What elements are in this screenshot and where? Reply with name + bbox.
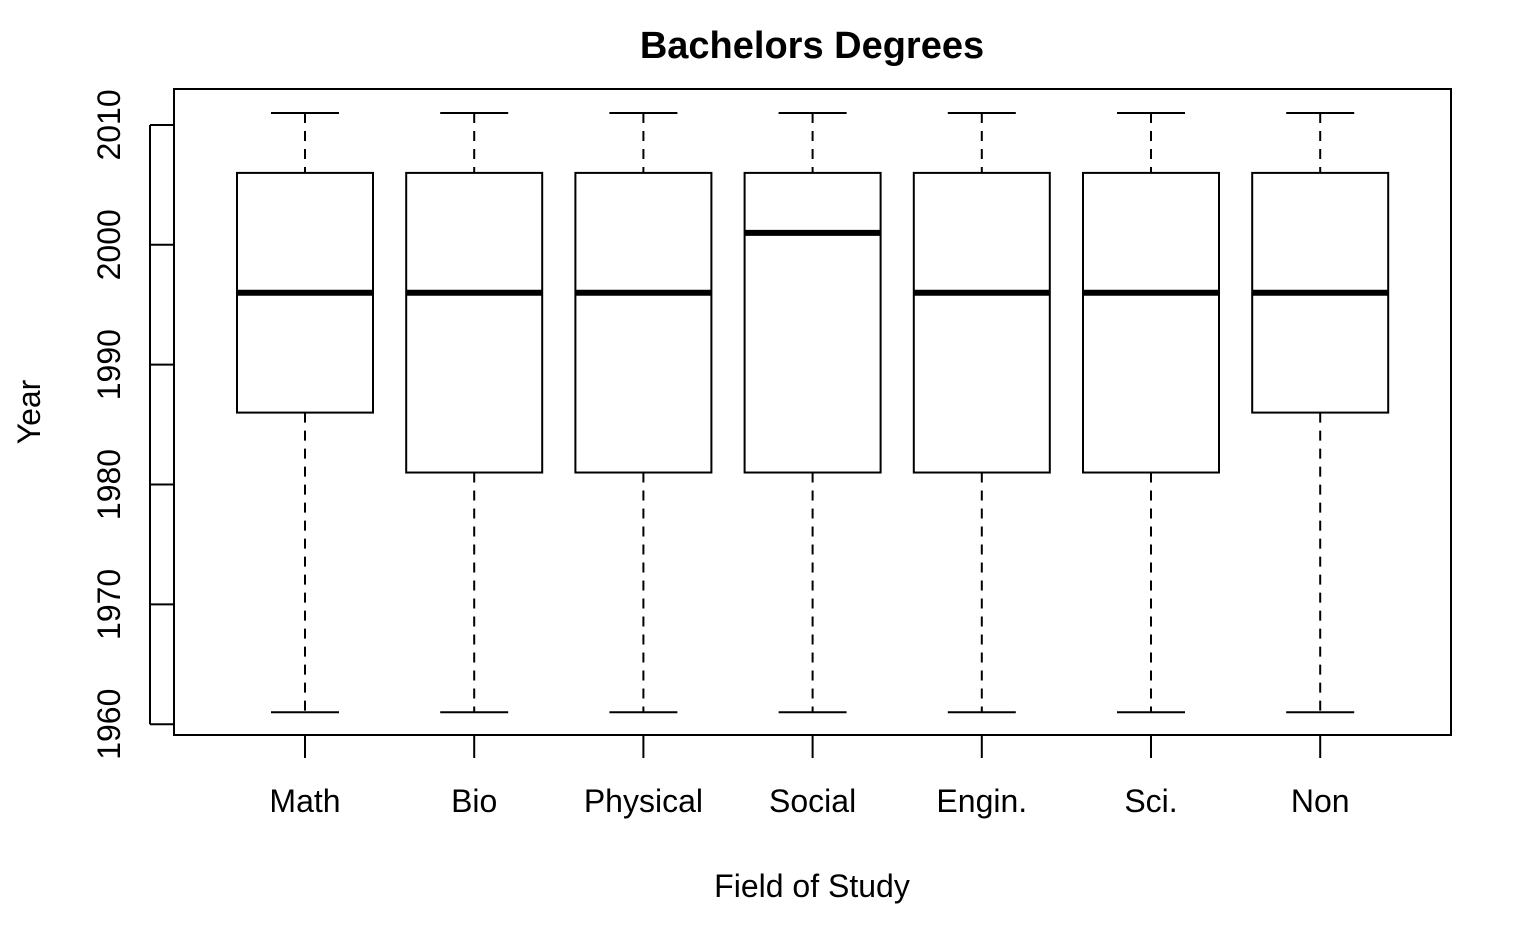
box-physical xyxy=(574,111,713,714)
x-axis: Math Bio Physical Social Engin. Sci. Non xyxy=(269,735,1350,819)
y-tick-label-1980: 1980 xyxy=(91,449,127,520)
y-tick-label-2000: 2000 xyxy=(91,209,127,280)
y-tick-label-1990: 1990 xyxy=(91,329,127,400)
plot-layer: 1960 1970 1980 1990 2000 2010 Math Bio Physical S… xyxy=(91,89,1390,819)
box-sci- xyxy=(1082,111,1220,714)
chart-title: Bachelors Degrees xyxy=(640,25,984,67)
x-axis-label: Field of Study xyxy=(714,868,910,904)
box-math xyxy=(236,111,374,714)
iqr-box xyxy=(912,171,1051,474)
x-tick-label-engin-: Engin. xyxy=(936,783,1027,819)
y-axis: 1960 1970 1980 1990 2000 2010 xyxy=(91,89,174,760)
y-axis-label: Year xyxy=(11,379,47,444)
x-tick-label-bio: Bio xyxy=(451,783,497,819)
y-tick-label-1970: 1970 xyxy=(91,569,127,640)
x-tick-label-sci-: Sci. xyxy=(1124,783,1177,819)
iqr-box xyxy=(1082,171,1220,474)
box-non xyxy=(1251,111,1390,714)
box-social xyxy=(743,111,882,714)
iqr-box xyxy=(743,171,882,474)
y-tick-label-1960: 1960 xyxy=(91,689,127,760)
x-tick-label-non: Non xyxy=(1291,783,1350,819)
iqr-box xyxy=(574,171,713,474)
box-engin- xyxy=(912,111,1051,714)
y-tick-label-2010: 2010 xyxy=(91,89,127,160)
x-tick-label-physical: Physical xyxy=(584,783,703,819)
x-tick-label-social: Social xyxy=(769,783,856,819)
x-tick-label-math: Math xyxy=(269,783,340,819)
box-bio xyxy=(405,111,544,714)
iqr-box xyxy=(405,171,544,474)
